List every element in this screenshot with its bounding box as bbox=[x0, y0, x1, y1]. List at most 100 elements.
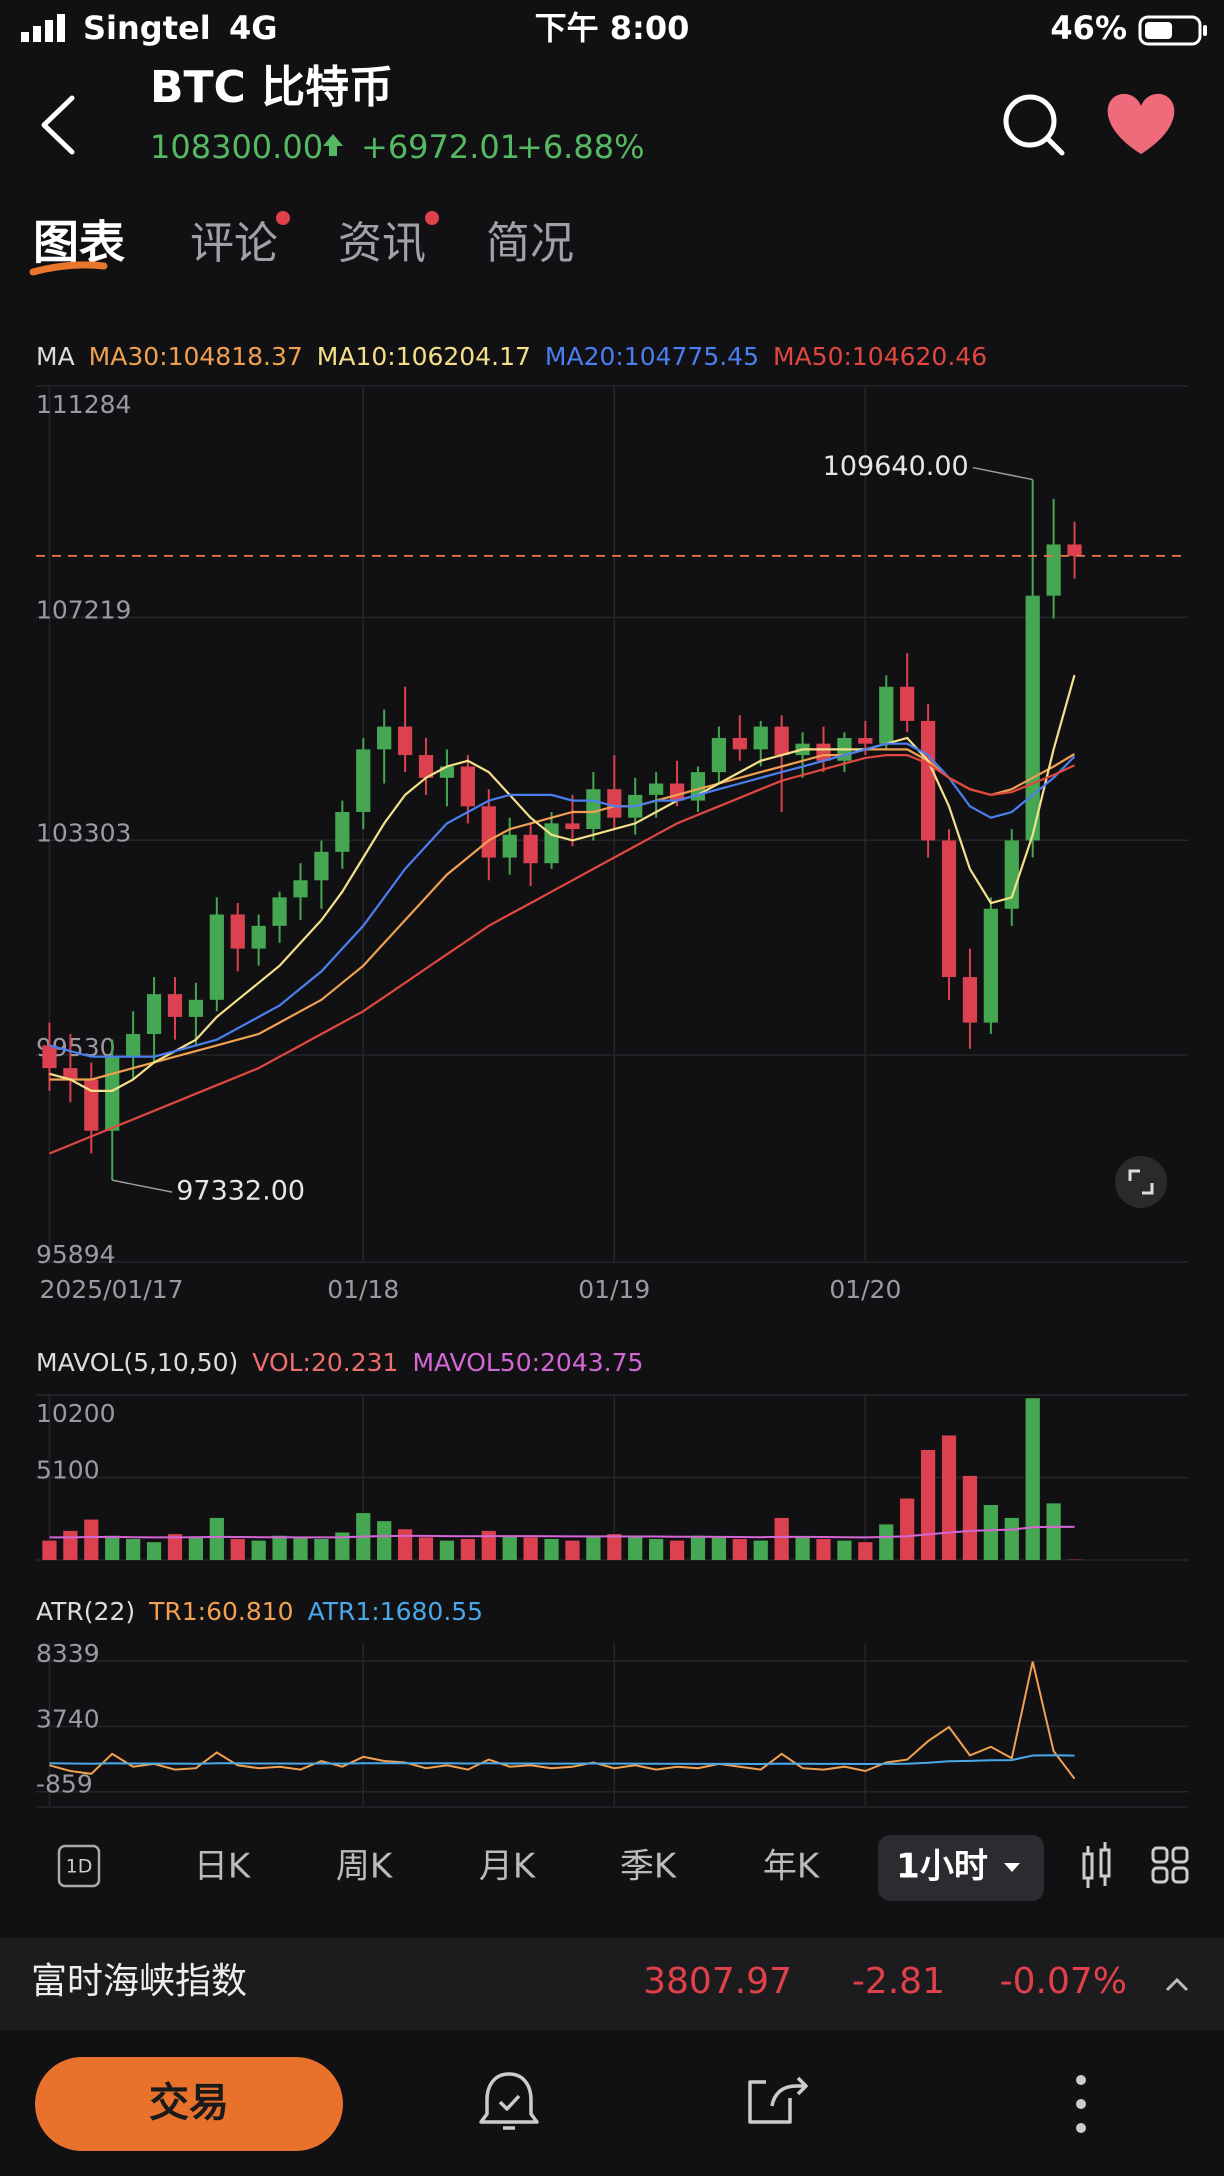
legend-item: TR1:60.810 bbox=[148, 1597, 293, 1626]
legend-item: MA50:104620.46 bbox=[773, 342, 987, 371]
volume-bar bbox=[753, 1540, 768, 1560]
price: 108300.00 bbox=[150, 128, 323, 166]
volume-bar bbox=[523, 1537, 538, 1560]
index-change: -2.81 bbox=[852, 1961, 945, 2002]
candle-body bbox=[920, 720, 936, 841]
candle-body bbox=[397, 726, 413, 756]
index-bar[interactable] bbox=[0, 1938, 1224, 2030]
chart-style-button[interactable] bbox=[1082, 1842, 1111, 1888]
candle-body bbox=[481, 806, 496, 858]
search-button[interactable] bbox=[1003, 94, 1065, 156]
x-tick-label: 01/18 bbox=[327, 1275, 399, 1304]
legend-item: MA10:106204.17 bbox=[317, 342, 531, 371]
candle-body bbox=[586, 789, 601, 830]
volume-bar bbox=[502, 1535, 517, 1560]
annotation-leader bbox=[112, 1179, 173, 1193]
volume-bar bbox=[649, 1538, 664, 1560]
period-selected-label: 1小时 bbox=[896, 1847, 988, 1887]
tab[interactable]: 资讯 bbox=[338, 218, 426, 269]
y-tick-label: 8339 bbox=[36, 1639, 100, 1668]
trade-button[interactable] bbox=[35, 2057, 343, 2151]
volume-bar bbox=[63, 1530, 78, 1560]
atr-line bbox=[49, 1661, 1076, 1780]
period-label[interactable]: 年K bbox=[763, 1847, 821, 1887]
tab-active[interactable]: 图表 bbox=[33, 216, 125, 270]
period-selected[interactable] bbox=[878, 1835, 1044, 1901]
more-button[interactable] bbox=[1076, 2075, 1086, 2133]
volume-bar bbox=[335, 1532, 350, 1560]
candle-body bbox=[858, 737, 873, 744]
atr-line bbox=[49, 1754, 1075, 1766]
y-tick-label: 111284 bbox=[36, 390, 131, 419]
candle-body bbox=[84, 1079, 99, 1131]
carrier: Singtel bbox=[83, 9, 211, 47]
volume-bar bbox=[230, 1538, 245, 1560]
candle-body bbox=[251, 925, 266, 949]
ma-line bbox=[49, 742, 1076, 1058]
volume-bar bbox=[146, 1542, 162, 1560]
legend-item: ATR1:1680.55 bbox=[308, 1597, 484, 1626]
alert-button[interactable] bbox=[479, 2072, 539, 2130]
legend-item: MA20:104775.45 bbox=[545, 342, 759, 371]
share-button[interactable] bbox=[748, 2076, 808, 2124]
x-tick-label: 01/20 bbox=[829, 1275, 901, 1304]
volume-bar bbox=[900, 1498, 915, 1560]
candle-body bbox=[502, 834, 517, 858]
volume-bar bbox=[209, 1517, 224, 1560]
candle-body bbox=[230, 914, 245, 949]
volume-bar bbox=[460, 1538, 475, 1560]
expand-button[interactable] bbox=[1115, 1156, 1167, 1208]
candle-body bbox=[167, 994, 183, 1017]
signal-icon bbox=[21, 14, 65, 42]
tab[interactable]: 简况 bbox=[486, 218, 574, 269]
annotation-label: 97332.00 bbox=[176, 1176, 305, 1207]
period-label[interactable]: 周K bbox=[336, 1847, 394, 1887]
ma-line bbox=[49, 754, 1075, 1155]
volume-bar bbox=[188, 1537, 204, 1560]
volume-bar bbox=[272, 1535, 287, 1560]
up-arrow bbox=[323, 134, 343, 156]
period-1d[interactable]: 1D bbox=[57, 1844, 101, 1888]
period-label[interactable]: 季K bbox=[620, 1847, 678, 1887]
volume-bar bbox=[774, 1517, 789, 1560]
volume-bar bbox=[711, 1537, 727, 1560]
volume-bar bbox=[795, 1537, 810, 1560]
expand-caret[interactable] bbox=[1165, 1977, 1189, 1992]
volume-bar bbox=[816, 1538, 831, 1560]
volume-bar bbox=[920, 1450, 936, 1560]
volume-bar bbox=[962, 1475, 978, 1560]
legend-title: ATR(22) bbox=[36, 1597, 135, 1626]
period-label[interactable]: 月K bbox=[479, 1847, 537, 1887]
volume-bar bbox=[607, 1534, 622, 1560]
candle-body bbox=[523, 834, 538, 864]
candle-body bbox=[900, 686, 915, 721]
candle-body bbox=[711, 737, 727, 773]
y-tick-label: -859 bbox=[36, 1770, 93, 1799]
back-button[interactable] bbox=[41, 95, 75, 155]
candle-body bbox=[377, 726, 392, 750]
badge-dot bbox=[425, 211, 439, 225]
volume-bar bbox=[481, 1530, 496, 1560]
candle-body bbox=[209, 914, 224, 1000]
volume-bar bbox=[397, 1529, 413, 1560]
layout-button[interactable] bbox=[1151, 1846, 1189, 1884]
dropdown-caret bbox=[1004, 1863, 1020, 1872]
volume-bar bbox=[565, 1540, 580, 1560]
trade-label: 交易 bbox=[149, 2080, 229, 2126]
candle-body bbox=[188, 999, 204, 1017]
volume-bar bbox=[1046, 1503, 1061, 1560]
network: 4G bbox=[229, 9, 278, 47]
favorite-button[interactable] bbox=[1107, 93, 1175, 154]
candle-body bbox=[649, 783, 664, 795]
candle-body bbox=[669, 783, 685, 801]
period-label[interactable]: 日K bbox=[194, 1847, 252, 1887]
chart-area: MA MA30:104818.37 MA10:106204.17 MA20:10477… bbox=[36, 342, 1188, 1808]
x-tick-label: 01/19 bbox=[578, 1275, 650, 1304]
tab[interactable]: 评论 bbox=[190, 218, 278, 269]
volume-bar bbox=[105, 1535, 120, 1560]
volume-bar bbox=[983, 1505, 998, 1560]
candle-body bbox=[962, 977, 978, 1023]
y-tick-label: 103303 bbox=[36, 818, 131, 847]
